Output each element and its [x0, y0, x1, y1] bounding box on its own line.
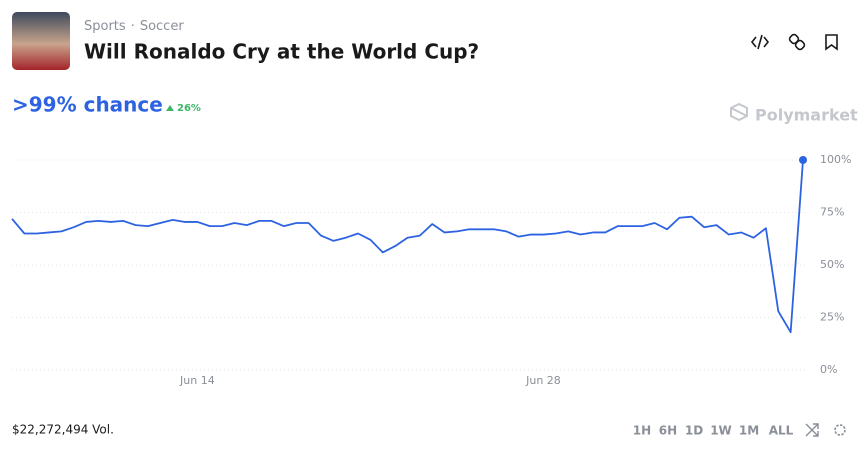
volume: $22,272,494 Vol.: [12, 423, 114, 437]
y-tick-label: 25%: [820, 311, 844, 324]
breadcrumb-item: Soccer: [140, 19, 184, 34]
x-tick-label: Jun 14: [179, 374, 215, 387]
change: 26%: [177, 103, 201, 114]
chart: 0% 25% 50% 75% 100% Jun 14 Jun 28: [11, 153, 851, 387]
y-tick-label: 50%: [820, 258, 844, 271]
up-arrow: [166, 105, 174, 111]
market-image: [12, 12, 70, 70]
link-icon[interactable]: [788, 33, 806, 51]
settings-icon[interactable]: [834, 424, 846, 436]
market-title: Will Ronaldo Cry at the World Cup?: [84, 40, 479, 64]
y-tick-label: 0%: [820, 363, 837, 376]
embed-icon[interactable]: [750, 34, 770, 50]
bookmark-icon[interactable]: [825, 34, 838, 51]
y-tick-label: 100%: [820, 153, 851, 166]
range-button[interactable]: 1H: [633, 424, 651, 438]
x-tick-label: Jun 28: [525, 374, 561, 387]
breadcrumb: Sports · Soccer: [84, 19, 184, 34]
brand: Polymarket: [755, 106, 858, 125]
breadcrumb-item: Sports: [84, 19, 126, 34]
y-tick-label: 75%: [820, 206, 844, 219]
chance: >99% chance: [12, 93, 163, 117]
range-button[interactable]: 6H: [659, 424, 677, 438]
last-point: [799, 156, 807, 164]
brand-logo: [730, 102, 748, 122]
range-button[interactable]: ALL: [769, 424, 794, 438]
separator: ·: [131, 19, 135, 34]
shuffle-icon[interactable]: [805, 423, 819, 437]
range-selector: 1H 6H 1D 1W 1M ALL: [633, 424, 794, 438]
price-line: [11, 159, 804, 334]
range-button[interactable]: 1W: [710, 424, 732, 438]
range-button[interactable]: 1M: [739, 424, 759, 438]
range-button[interactable]: 1D: [685, 424, 703, 438]
